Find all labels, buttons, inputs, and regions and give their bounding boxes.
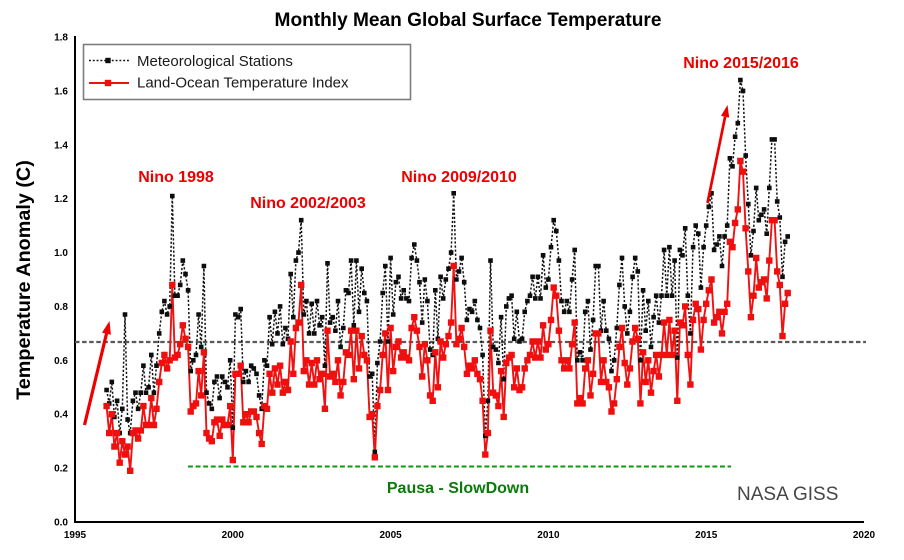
svg-text:1.4: 1.4 <box>54 140 68 151</box>
svg-text:1.0: 1.0 <box>54 248 68 259</box>
svg-text:Temperature Anomaly (C): Temperature Anomaly (C) <box>13 160 35 400</box>
svg-text:Nino 1998: Nino 1998 <box>138 169 214 186</box>
svg-text:2015: 2015 <box>695 530 718 541</box>
svg-text:Nino 2015/2016: Nino 2015/2016 <box>683 55 799 72</box>
svg-text:1.8: 1.8 <box>54 33 68 44</box>
svg-text:0.4: 0.4 <box>54 410 68 421</box>
svg-text:0.8: 0.8 <box>54 302 68 313</box>
svg-text:Land-Ocean Temperature Index: Land-Ocean Temperature Index <box>137 75 349 92</box>
svg-text:Meteorological Stations: Meteorological Stations <box>137 53 293 70</box>
svg-text:0.6: 0.6 <box>54 356 68 367</box>
svg-text:1995: 1995 <box>64 530 87 541</box>
svg-text:1.6: 1.6 <box>54 86 68 97</box>
svg-text:NASA GISS: NASA GISS <box>737 484 838 505</box>
svg-text:0.0: 0.0 <box>54 518 68 529</box>
svg-text:2020: 2020 <box>853 530 876 541</box>
svg-text:0.2: 0.2 <box>54 464 68 475</box>
svg-text:2010: 2010 <box>537 530 560 541</box>
svg-text:Monthly Mean Global Surface Te: Monthly Mean Global Surface Temperature <box>275 10 662 31</box>
svg-text:2005: 2005 <box>379 530 402 541</box>
svg-text:Pausa - SlowDown: Pausa - SlowDown <box>387 480 529 497</box>
svg-text:1.2: 1.2 <box>54 194 68 205</box>
svg-text:2000: 2000 <box>222 530 245 541</box>
svg-text:Nino 2002/2003: Nino 2002/2003 <box>250 195 366 212</box>
svg-text:Nino 2009/2010: Nino 2009/2010 <box>401 169 517 186</box>
